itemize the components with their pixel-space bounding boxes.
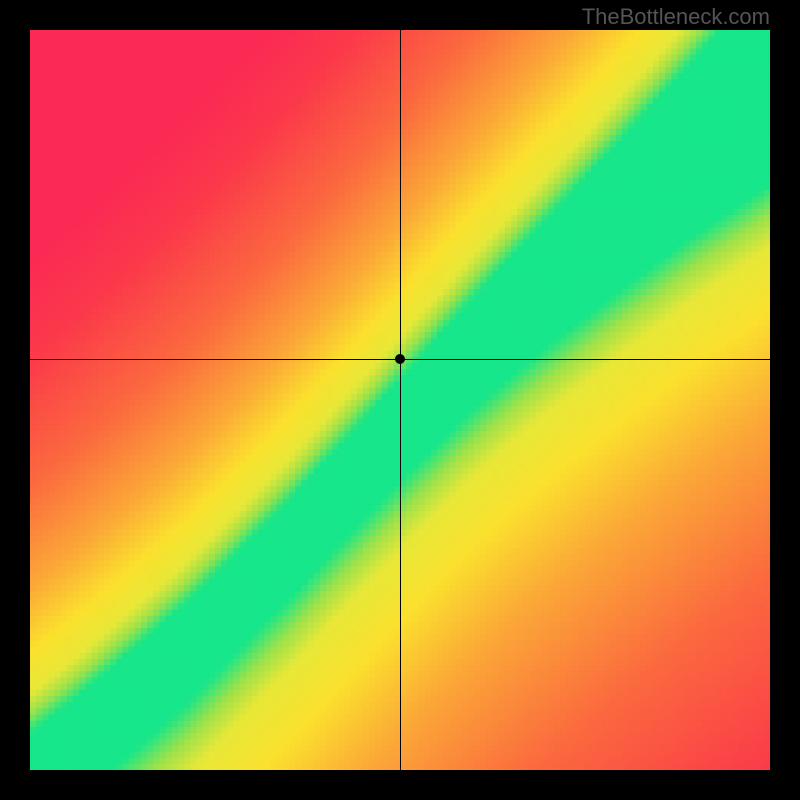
watermark-text: TheBottleneck.com bbox=[582, 4, 770, 30]
selected-point-marker bbox=[395, 354, 405, 364]
crosshair-vertical bbox=[400, 30, 401, 770]
bottleneck-heatmap bbox=[30, 30, 770, 770]
